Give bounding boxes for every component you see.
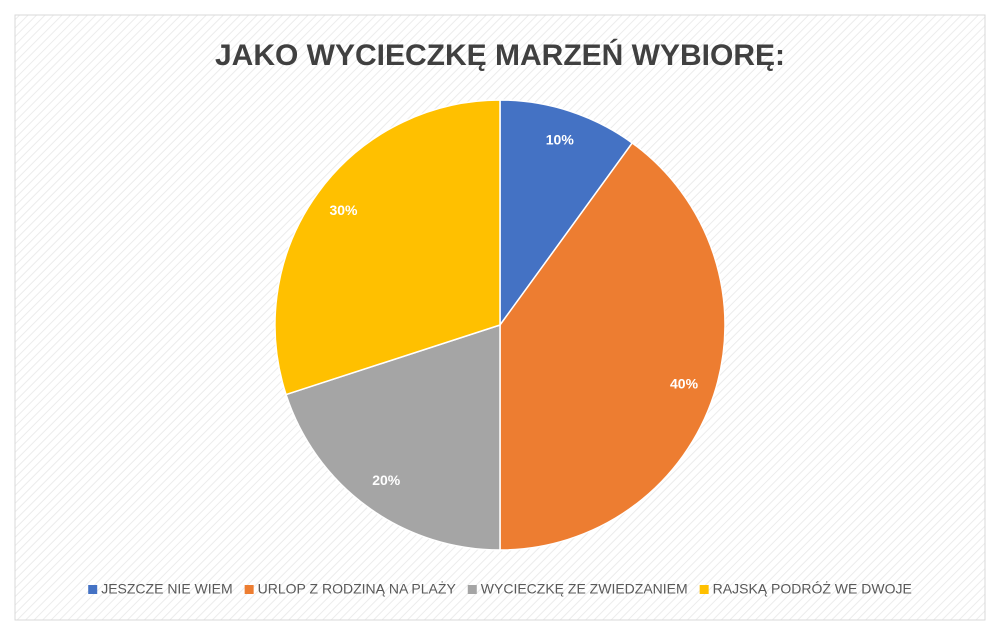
pie-slice	[274, 99, 501, 396]
data-label: 10%	[546, 132, 575, 148]
data-label: 30%	[329, 202, 358, 218]
legend-label: RAJSKĄ PODRÓŻ WE DWOJE	[713, 580, 912, 597]
legend-swatch	[467, 585, 477, 594]
legend-swatch	[699, 585, 709, 594]
data-label: 20%	[372, 472, 401, 488]
pie-slice	[285, 323, 501, 551]
legend-swatch	[244, 585, 254, 594]
pie-slice	[499, 99, 634, 328]
chart-title: JAKO WYCIECZKĘ MARZEŃ WYBIORĘ:	[215, 38, 785, 72]
legend-label: WYCIECZKĘ ZE ZWIEDZANIEM	[481, 581, 688, 597]
legend-label: JESZCZE NIE WIEM	[101, 581, 232, 597]
pie-slice	[499, 141, 726, 551]
data-label: 40%	[670, 375, 699, 391]
pie: 10% 40% 20% 30%	[274, 99, 726, 551]
legend: JESZCZE NIE WIEM URLOP Z RODZINĄ NA PLAŻY…	[88, 580, 912, 597]
legend-label: URLOP Z RODZINĄ NA PLAŻY	[258, 580, 457, 597]
legend-swatch	[88, 585, 98, 594]
